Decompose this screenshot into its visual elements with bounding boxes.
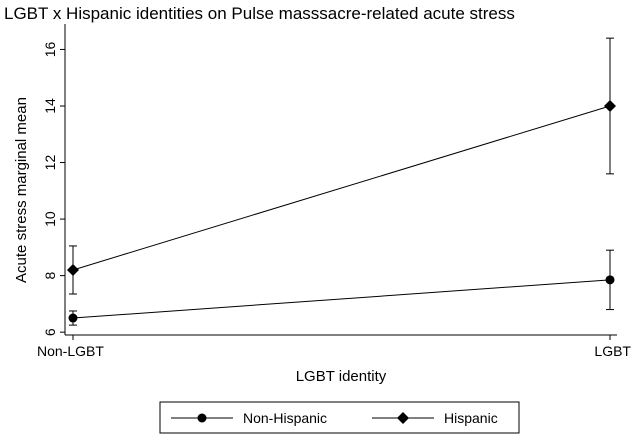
data-point xyxy=(604,99,616,112)
series-hispanic xyxy=(67,37,616,295)
axes: 6 8 10 12 14 16 Non-LGBT LGBT xyxy=(37,24,631,359)
legend-entry: Hispanic xyxy=(444,410,498,426)
data-point xyxy=(605,275,615,285)
legend: Non-Hispanic Hispanic xyxy=(159,401,520,434)
data-point xyxy=(67,263,79,276)
y-tick-label: 6 xyxy=(42,328,58,336)
y-tick-label: 10 xyxy=(42,211,58,227)
y-tick-label: 12 xyxy=(42,155,58,171)
data-point xyxy=(68,313,78,323)
y-axis-label: Acute stress marginal mean xyxy=(13,97,30,283)
x-tick-label: Non-LGBT xyxy=(37,343,104,359)
plot-area xyxy=(67,37,616,326)
y-tick-label: 14 xyxy=(42,98,58,114)
series-line xyxy=(72,279,611,319)
legend-marker xyxy=(397,412,409,424)
y-tick-label: 8 xyxy=(42,272,58,280)
y-tick-label: 16 xyxy=(42,41,58,57)
x-tick-label: LGBT xyxy=(594,343,631,359)
legend-entry: Non-Hispanic xyxy=(243,410,327,426)
series-line xyxy=(72,105,611,271)
x-axis-label: LGBT identity xyxy=(296,368,387,385)
series-non-hispanic xyxy=(68,249,615,326)
legend-marker xyxy=(197,413,207,423)
chart-title: LGBT x Hispanic identities on Pulse mass… xyxy=(4,4,515,23)
